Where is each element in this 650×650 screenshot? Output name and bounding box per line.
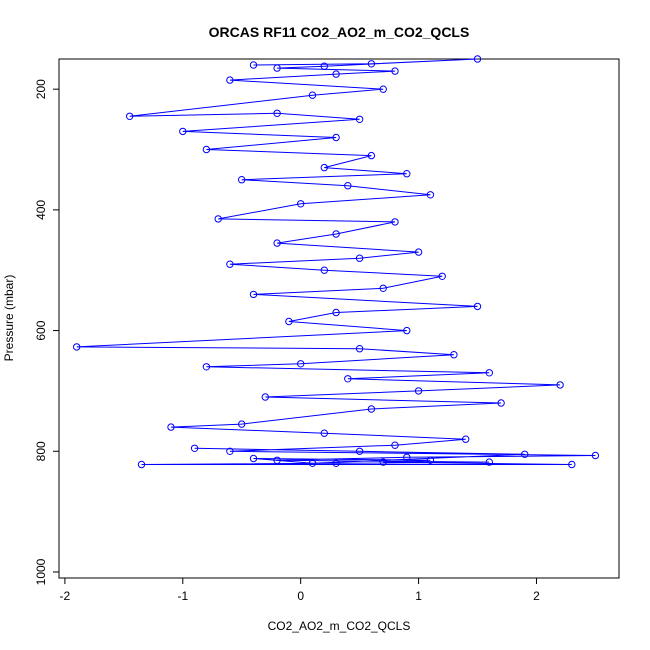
data-point (261, 393, 269, 401)
data-point (521, 450, 529, 458)
data-point (403, 170, 411, 178)
data-point (285, 317, 293, 326)
data-point (438, 272, 446, 280)
data-point (355, 115, 364, 124)
data-point (320, 429, 328, 437)
data-point (273, 456, 281, 464)
data-point (308, 91, 317, 99)
data-point (485, 458, 493, 466)
data-point (249, 290, 258, 299)
x-tick-label: -1 (177, 589, 188, 603)
data-point (179, 127, 187, 136)
data-point (73, 343, 81, 351)
data-point (332, 70, 340, 78)
x-tick-label: -2 (60, 589, 71, 603)
data-point (426, 191, 435, 199)
y-axis-label: Pressure (mbar) (2, 275, 16, 362)
data-point (473, 55, 482, 63)
plot-frame (58, 58, 620, 579)
data-point (497, 399, 505, 407)
data-point (332, 308, 340, 317)
data-point (403, 453, 411, 461)
data-point (355, 447, 364, 455)
data-point (367, 60, 376, 68)
data-point (273, 109, 281, 118)
data-point (391, 441, 399, 449)
data-point (320, 163, 328, 172)
data-point (226, 260, 234, 268)
data-point (414, 248, 423, 256)
data-point (379, 284, 387, 292)
y-axis: 200 400 600 800 1000 (34, 79, 59, 585)
data-point (344, 375, 352, 383)
data-point (202, 145, 211, 154)
y-tick-label: 1000 (34, 558, 48, 585)
data-point (332, 230, 340, 238)
y-tick-label: 200 (34, 79, 48, 99)
x-axis-label: CO2_AO2_m_CO2_QCLS (268, 619, 411, 633)
x-axis: -2 -1 0 1 2 (60, 578, 540, 603)
series-points (73, 55, 600, 469)
data-point (249, 61, 258, 69)
data-point (391, 67, 399, 75)
data-point (485, 369, 493, 377)
data-point (297, 200, 305, 208)
data-point (355, 254, 364, 262)
data-point (238, 420, 246, 428)
x-tick-label: 2 (533, 589, 540, 603)
y-tick-label: 400 (34, 200, 48, 220)
data-point (379, 458, 387, 466)
data-point (568, 460, 576, 469)
data-point (308, 459, 317, 467)
data-point (367, 151, 376, 160)
data-point (450, 351, 458, 359)
data-point (273, 64, 281, 72)
data-point (473, 302, 482, 311)
data-point (355, 345, 364, 353)
series-path (76, 58, 596, 465)
series-line (76, 58, 596, 465)
data-point (320, 266, 328, 274)
data-point (591, 451, 600, 460)
data-point (391, 218, 399, 226)
data-point (367, 405, 376, 413)
data-point (214, 215, 222, 223)
x-tick-label: 0 (297, 589, 304, 603)
data-point (403, 326, 411, 335)
y-tick-label: 600 (34, 320, 48, 340)
data-point (238, 176, 246, 184)
y-tick-label: 800 (34, 441, 48, 461)
data-point (167, 423, 175, 431)
data-point (249, 454, 258, 463)
x-tick-label: 1 (415, 589, 422, 603)
data-point (202, 363, 211, 371)
data-point (426, 456, 435, 464)
data-point (462, 435, 470, 443)
data-point (273, 239, 281, 247)
data-point (379, 85, 387, 93)
data-point (556, 381, 564, 389)
data-point (226, 76, 234, 84)
data-point (137, 460, 146, 469)
data-point (414, 387, 423, 395)
data-point (320, 62, 328, 70)
chart-title: ORCAS RF11 CO2_AO2_m_CO2_QCLS (209, 24, 470, 40)
data-point (190, 444, 199, 452)
data-point (332, 459, 340, 467)
data-point (332, 133, 340, 142)
data-point (297, 360, 305, 368)
data-point (126, 112, 134, 121)
data-point (344, 182, 352, 190)
data-point (226, 447, 234, 455)
